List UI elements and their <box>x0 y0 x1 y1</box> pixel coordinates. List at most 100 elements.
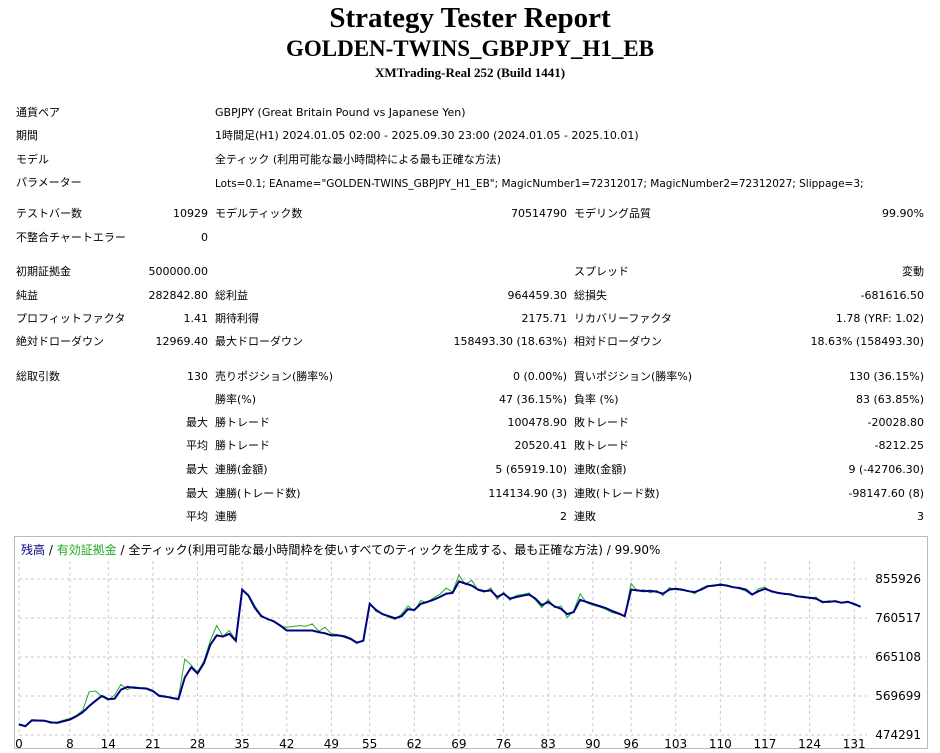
x-tick-label: 110 <box>709 737 732 748</box>
abs-drawdown-value: 12969.40 <box>155 335 209 348</box>
x-tick-label: 21 <box>145 737 160 748</box>
y-tick-label: 855926 <box>875 572 921 586</box>
symbol-value: GBPJPY (Great Britain Pound vs Japanese … <box>215 106 466 119</box>
legend-sep: / <box>45 543 57 557</box>
recovery-factor-value: 1.78 (YRF: 1.02) <box>835 312 924 325</box>
equity-chart: 855926 760517 665108 569699 474291 0 8 14 21 28 3… <box>14 536 928 751</box>
deposit-label: 初期証拠金 <box>16 265 71 278</box>
deposit-value: 500000.00 <box>148 265 209 278</box>
x-tick-label: 76 <box>496 737 511 748</box>
quality-label: モデリング品質 <box>574 207 651 220</box>
largest-loss-value: -20028.80 <box>867 416 924 429</box>
x-tick-label: 131 <box>843 737 866 748</box>
win-rate-label: 勝率(%) <box>215 393 257 406</box>
x-tick-label: 35 <box>235 737 250 748</box>
largest-loss-label: 敗トレード <box>574 416 629 429</box>
gross-loss-value: -681616.50 <box>860 289 924 302</box>
win-rate-value: 47 (36.15%) <box>498 393 567 406</box>
avg-win-value: 20520.41 <box>514 439 568 452</box>
y-tick-label: 474291 <box>875 728 921 742</box>
chart-legend: 残高 / 有効証拠金 / 全ティック(利用可能な最小時間枠を使いすべてのティック… <box>21 542 660 557</box>
x-tick-label: 124 <box>798 737 821 748</box>
avg-loss-label: 敗トレード <box>574 439 629 452</box>
max-consec-lossamt-label: 連敗(トレード数) <box>574 487 660 500</box>
report-server: XMTrading-Real 252 (Build 1441) <box>374 65 566 80</box>
avg-consec-loss-value: 3 <box>917 510 924 523</box>
y-tick-label: 665108 <box>875 650 921 664</box>
ticks-value: 70514790 <box>511 207 567 220</box>
total-trades-label: 総取引数 <box>16 370 60 383</box>
chart-grid <box>18 561 867 736</box>
short-positions-label: 売りポジション(勝率%) <box>215 370 334 383</box>
max-consec-lossamt-value: -98147.60 (8) <box>848 487 924 500</box>
params-label: パラメーター <box>16 176 82 189</box>
avg-win-label: 勝トレード <box>215 439 270 452</box>
ticks-label: モデルティック数 <box>215 207 303 220</box>
recovery-factor-label: リカバリーファクタ <box>574 312 672 325</box>
y-tick-label: 569699 <box>875 689 921 703</box>
y-tick-label: 760517 <box>875 611 921 625</box>
x-tick-label: 83 <box>541 737 556 748</box>
max-consec-profit-label: 連勝(トレード数) <box>215 487 301 500</box>
net-profit-value: 282842.80 <box>148 289 209 302</box>
avg-prefix: 平均 <box>186 510 208 523</box>
symbol-label: 通貨ペア <box>16 106 60 119</box>
equity-chart-svg: 855926 760517 665108 569699 474291 0 8 14 21 28 3… <box>15 542 921 751</box>
profit-factor-label: プロフィットファクタ <box>16 312 126 325</box>
bars-value: 10929 <box>173 207 208 220</box>
avg-loss-value: -8212.25 <box>874 439 924 452</box>
total-trades-value: 130 <box>187 370 208 383</box>
x-tick-label: 28 <box>190 737 205 748</box>
largest-win-label: 勝トレード <box>215 416 270 429</box>
gross-profit-value: 964459.30 <box>507 289 568 302</box>
short-positions-value: 0 (0.00%) <box>512 370 567 383</box>
x-tick-label: 103 <box>664 737 687 748</box>
rel-drawdown-value: 18.63% (158493.30) <box>810 335 924 348</box>
expected-payoff-value: 2175.71 <box>521 312 568 325</box>
rel-drawdown-label: 相対ドローダウン <box>574 335 662 348</box>
gross-loss-label: 総損失 <box>574 289 607 302</box>
long-positions-label: 買いポジション(勝率%) <box>574 370 693 383</box>
x-tick-label: 42 <box>279 737 294 748</box>
x-tick-label: 8 <box>66 737 74 748</box>
expected-payoff-label: 期待利得 <box>215 312 259 325</box>
chart-y-ticks: 855926 760517 665108 569699 474291 <box>875 572 921 742</box>
gross-profit-label: 総利益 <box>215 289 248 302</box>
mismatch-label: 不整合チャートエラー <box>16 231 126 244</box>
x-tick-label: 96 <box>623 737 638 748</box>
period-label: 期間 <box>16 129 38 142</box>
report-title: Strategy Tester Report <box>329 2 611 34</box>
abs-drawdown-label: 絶対ドローダウン <box>16 335 104 348</box>
max-consec-loss-label: 連敗(金額) <box>574 463 627 476</box>
report-subtitle: GOLDEN-TWINS_GBPJPY_H1_EB <box>285 36 655 61</box>
max-prefix: 最大 <box>186 416 208 429</box>
spread-value: 変動 <box>902 265 924 278</box>
profit-factor-value: 1.41 <box>183 312 209 325</box>
spread-label: スプレッド <box>574 265 629 278</box>
x-tick-label: 62 <box>407 737 422 748</box>
max-consec-win-value: 5 (65919.10) <box>495 463 567 476</box>
legend-balance: 残高 <box>21 542 45 557</box>
max-prefix: 最大 <box>186 487 208 500</box>
x-tick-label: 0 <box>15 737 23 748</box>
avg-consec-loss-label: 連敗 <box>574 510 596 523</box>
mismatch-value: 0 <box>201 231 208 244</box>
period-value: 1時間足(H1) 2024.01.05 02:00 - 2025.09.30 2… <box>215 129 639 142</box>
model-value: 全ティック (利用可能な最小時間枠による最も正確な方法) <box>215 153 502 166</box>
max-consec-profit-value: 114134.90 (3) <box>488 487 567 500</box>
loss-rate-value: 83 (63.85%) <box>855 393 924 406</box>
chart-series <box>18 573 862 728</box>
avg-consec-win-label: 連勝 <box>215 510 237 523</box>
bars-label: テストバー数 <box>16 207 82 220</box>
max-drawdown-label: 最大ドローダウン <box>215 335 303 348</box>
max-drawdown-value: 158493.30 (18.63%) <box>453 335 567 348</box>
loss-rate-label: 負率 (%) <box>574 393 619 406</box>
largest-win-value: 100478.90 <box>507 416 568 429</box>
x-tick-label: 55 <box>362 737 377 748</box>
max-prefix: 最大 <box>186 463 208 476</box>
x-tick-label: 14 <box>101 737 116 748</box>
max-consec-loss-value: 9 (-42706.30) <box>848 463 924 476</box>
legend-description: / 全ティック(利用可能な最小時間枠を使いすべてのティックを生成する、最も正確な… <box>117 542 661 557</box>
quality-value: 99.90% <box>882 207 924 220</box>
x-tick-label: 90 <box>585 737 600 748</box>
